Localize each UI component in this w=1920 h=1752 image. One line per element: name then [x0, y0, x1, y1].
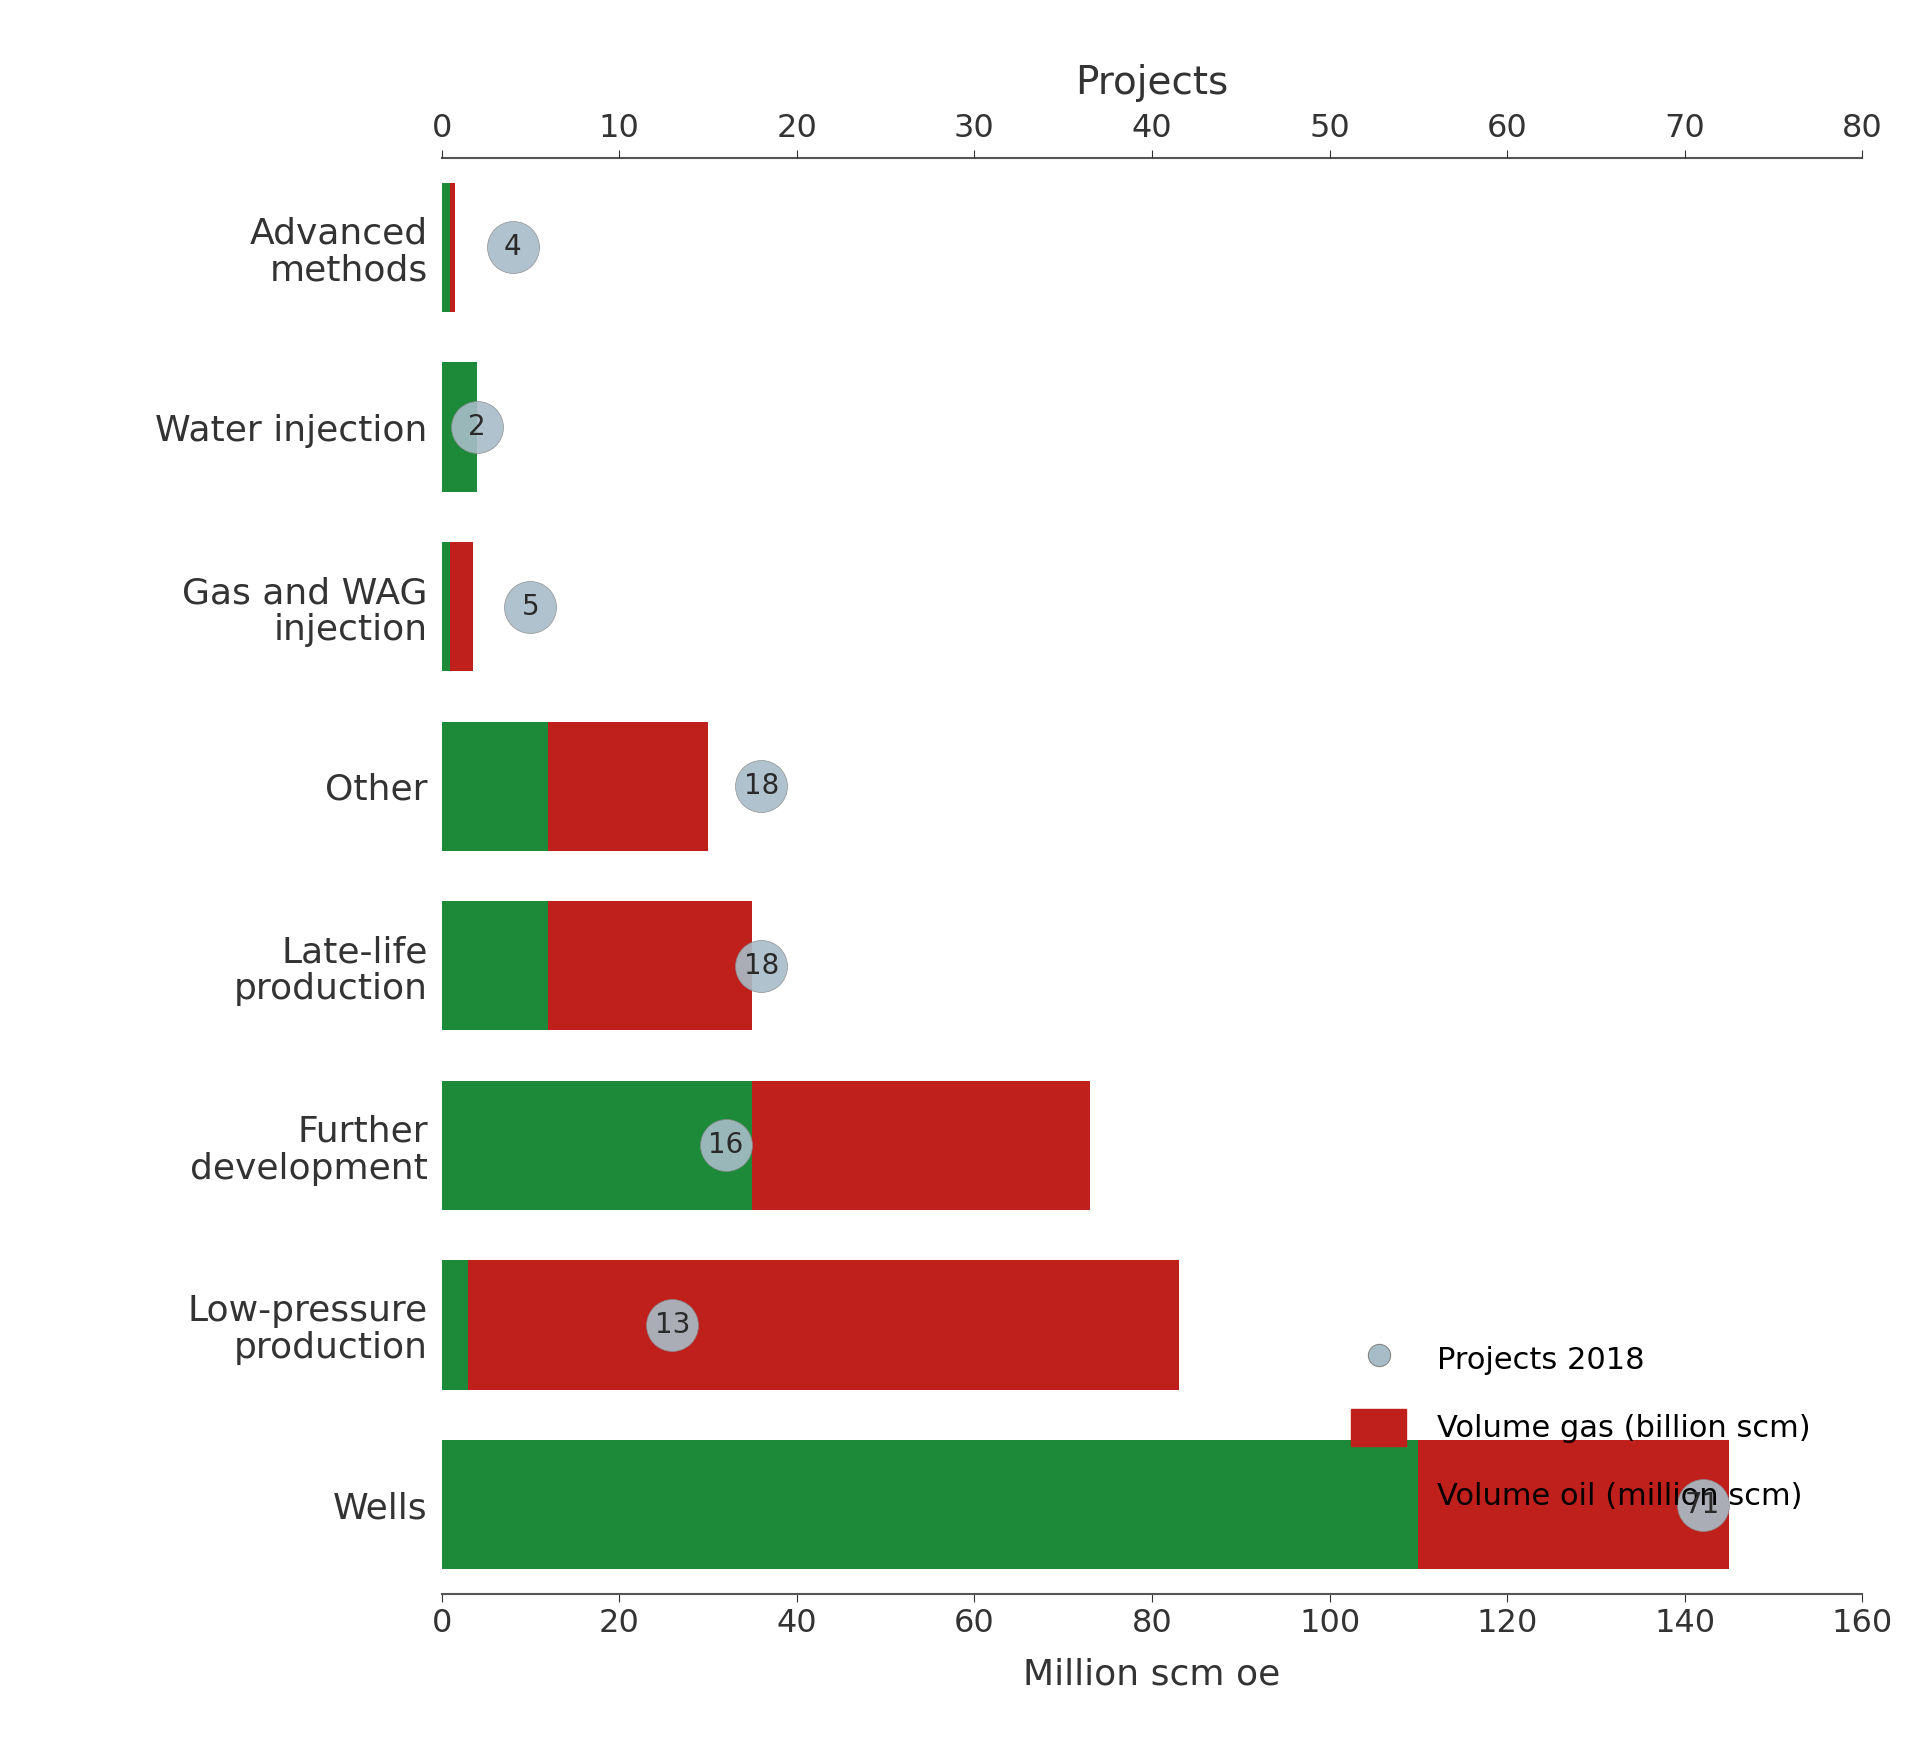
Bar	[442, 541, 451, 671]
X-axis label: Million scm oe: Million scm oe	[1023, 1657, 1281, 1692]
Bar	[549, 901, 753, 1030]
Bar	[442, 1260, 468, 1389]
Bar	[442, 901, 549, 1030]
Bar	[1419, 1440, 1730, 1570]
Text: 4: 4	[503, 233, 522, 261]
Text: 5: 5	[522, 592, 540, 620]
Text: 2: 2	[468, 413, 486, 442]
Bar	[442, 1081, 753, 1211]
Bar	[451, 541, 472, 671]
Text: 16: 16	[708, 1132, 743, 1160]
Bar	[468, 1260, 1179, 1389]
Point	[1688, 1491, 1718, 1519]
Text: 71: 71	[1686, 1491, 1720, 1519]
Bar	[442, 182, 451, 312]
Bar	[753, 1081, 1091, 1211]
Bar	[549, 722, 708, 851]
Legend: Projects 2018, Volume gas (billion scm), Volume oil (million scm): Projects 2018, Volume gas (billion scm),…	[1315, 1303, 1847, 1551]
Text: 18: 18	[743, 773, 780, 801]
Text: 18: 18	[743, 951, 780, 979]
Text: 13: 13	[655, 1310, 689, 1339]
Point	[461, 413, 492, 442]
X-axis label: Projects: Projects	[1075, 65, 1229, 102]
Point	[745, 951, 776, 979]
Point	[497, 233, 528, 261]
Bar	[451, 182, 455, 312]
Bar	[442, 722, 549, 851]
Point	[710, 1132, 741, 1160]
Bar	[442, 1440, 1419, 1570]
Point	[657, 1310, 687, 1339]
Point	[515, 592, 545, 620]
Point	[745, 773, 776, 801]
Bar	[442, 363, 476, 492]
